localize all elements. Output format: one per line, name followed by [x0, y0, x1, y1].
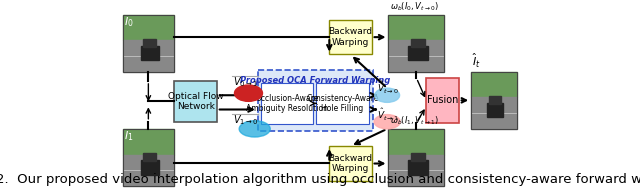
Bar	[411, 39, 425, 47]
Bar	[123, 40, 174, 72]
Bar	[471, 72, 516, 129]
Bar	[489, 96, 500, 104]
Bar	[388, 15, 444, 72]
Ellipse shape	[239, 121, 270, 137]
Ellipse shape	[375, 88, 399, 102]
Bar	[316, 83, 369, 124]
Text: $I_0$: $I_0$	[124, 15, 134, 29]
Bar	[143, 153, 156, 161]
Bar	[388, 129, 444, 186]
Text: Backward
Warping: Backward Warping	[328, 154, 372, 173]
Text: $\omega_b(I_1, V_{t \rightarrow 1})$: $\omega_b(I_1, V_{t \rightarrow 1})$	[390, 114, 438, 127]
Bar	[388, 129, 444, 155]
Text: Figure 2.  Our proposed video interpolation algorithm using occlusion and consis: Figure 2. Our proposed video interpolati…	[0, 173, 640, 186]
Ellipse shape	[234, 85, 262, 101]
Bar	[426, 78, 459, 123]
Bar	[487, 103, 503, 117]
Text: Optical Flow
Network: Optical Flow Network	[168, 92, 223, 111]
Text: Fusion: Fusion	[427, 95, 458, 105]
Bar	[123, 129, 174, 155]
Bar	[471, 98, 516, 129]
Text: $V_{0 \rightarrow 1}$: $V_{0 \rightarrow 1}$	[233, 75, 258, 89]
Bar	[143, 39, 156, 47]
Text: Consistency-Aware
Hole Filling: Consistency-Aware Hole Filling	[306, 94, 379, 113]
Bar	[388, 40, 444, 72]
Bar	[141, 160, 159, 174]
Bar	[408, 46, 428, 60]
Text: $I_1$: $I_1$	[124, 129, 134, 143]
Ellipse shape	[374, 115, 400, 129]
Bar	[123, 129, 174, 186]
Text: Backward
Warping: Backward Warping	[328, 27, 372, 47]
Bar	[330, 20, 372, 54]
Bar	[411, 153, 425, 161]
Text: $\omega_b(I_0, V_{t \rightarrow 0})$: $\omega_b(I_0, V_{t \rightarrow 0})$	[390, 0, 438, 13]
Text: $\hat{V}_{t \rightarrow 0}$: $\hat{V}_{t \rightarrow 0}$	[377, 80, 399, 96]
Text: Occlusion-Aware
Ambiguity Resolution: Occlusion-Aware Ambiguity Resolution	[246, 94, 328, 113]
Bar	[123, 15, 174, 40]
Text: $\hat{V}_{t \rightarrow 1}$: $\hat{V}_{t \rightarrow 1}$	[377, 106, 399, 123]
Bar	[388, 155, 444, 186]
Bar	[408, 160, 428, 174]
Bar	[123, 155, 174, 186]
Bar	[330, 146, 372, 181]
Text: $V_{1 \rightarrow 0}$: $V_{1 \rightarrow 0}$	[233, 114, 258, 127]
Bar	[123, 15, 174, 72]
Bar	[175, 81, 217, 122]
Bar	[141, 46, 159, 60]
Text: Proposed OCA Forward Warping: Proposed OCA Forward Warping	[240, 76, 390, 85]
Text: $\hat{I}_t$: $\hat{I}_t$	[472, 52, 481, 70]
Bar	[471, 72, 516, 98]
Bar	[261, 83, 313, 124]
Bar	[388, 15, 444, 40]
Bar	[258, 70, 373, 131]
